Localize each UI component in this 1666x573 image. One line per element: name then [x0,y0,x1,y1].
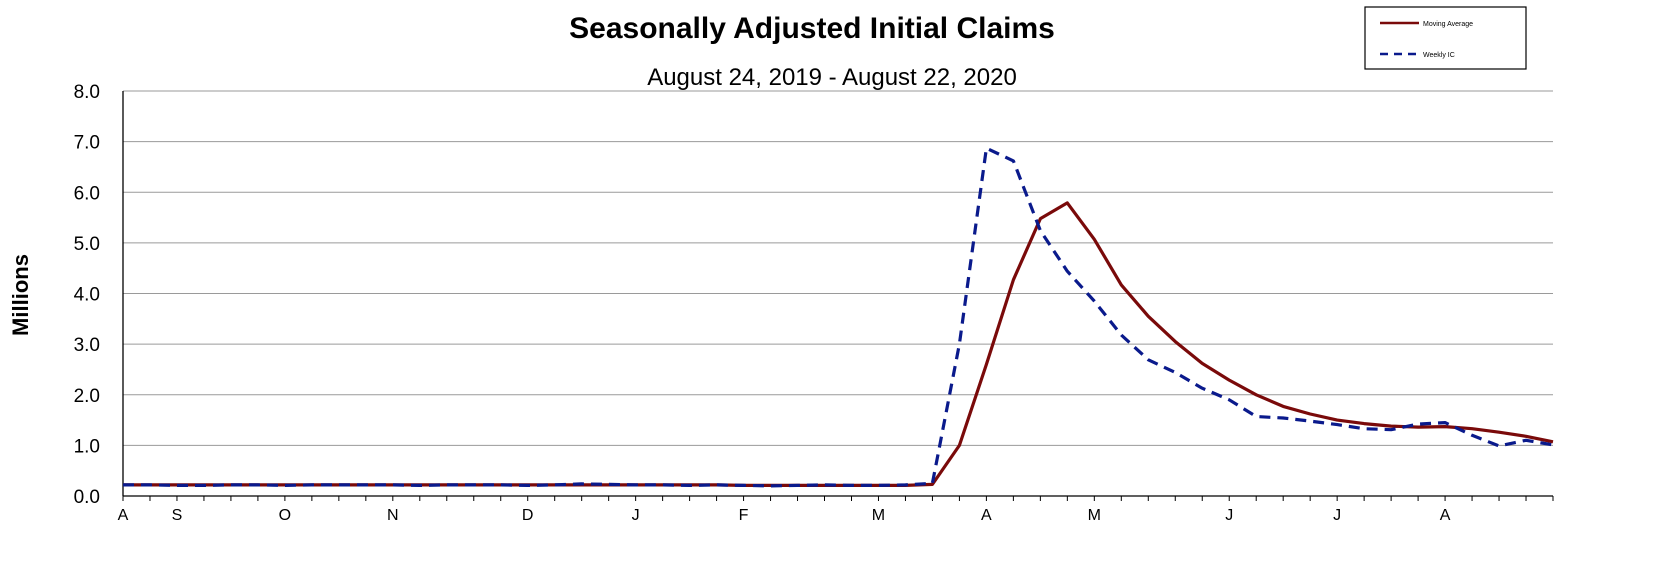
legend-box [1364,6,1527,70]
y-tick-label: 8.0 [74,82,100,103]
x-tick-label: F [739,507,749,524]
y-tick-labels: 0.0 1.0 2.0 3.0 4.0 5.0 6.0 7.0 8.0 [74,82,100,508]
x-tick-label: A [118,507,129,524]
series-line-weekly-ic [123,146,1554,488]
x-tick-label: A [981,507,992,524]
x-tick-label: N [387,507,399,524]
y-tick-label: 6.0 [74,183,100,204]
x-tick-label: D [522,507,534,524]
chart-subtitle: August 24, 2019 - August 22, 2020 [647,64,1017,91]
data-series [123,146,1554,488]
x-tick-label: J [1333,507,1341,524]
y-tick-label: 3.0 [74,335,100,356]
legend-label-moving-average: Moving Average [1423,21,1473,28]
legend-label-weekly-ic: Weekly IC [1423,52,1455,59]
x-tick-label: M [1088,507,1101,524]
y-tick-label: 1.0 [74,436,100,457]
x-tick-label: J [1225,507,1233,524]
y-tick-label: 5.0 [74,234,100,255]
y-tick-label: 7.0 [74,133,100,154]
x-tick-label: A [1440,507,1451,524]
y-axis-label: Millions [8,254,33,336]
chart-title: Seasonally Adjusted Initial Claims [569,12,1055,45]
axes [122,91,1554,501]
y-tick-label: 4.0 [74,285,100,306]
x-tick-label: O [279,507,291,524]
legend: Moving Average Weekly IC [1364,6,1527,70]
x-tick-label: J [632,507,640,524]
grid-lines [123,90,1553,446]
y-tick-label: 2.0 [74,386,100,407]
y-tick-label: 0.0 [74,487,100,508]
x-tick-label: S [172,507,183,524]
x-tick-label: M [872,507,885,524]
